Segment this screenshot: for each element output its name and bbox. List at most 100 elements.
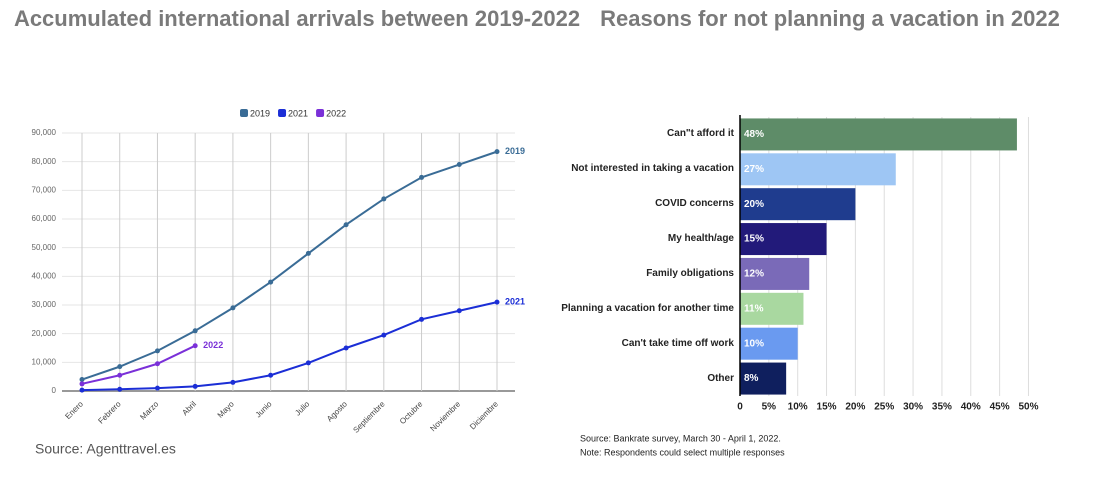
point bbox=[494, 149, 500, 155]
note: Source: Bankrate survey, March 30 - Apri… bbox=[580, 433, 781, 443]
legend-label: 2019 bbox=[250, 108, 270, 118]
point bbox=[79, 377, 85, 383]
value-label: 48% bbox=[744, 129, 764, 140]
series-end-label: 2022 bbox=[203, 340, 223, 350]
point bbox=[305, 250, 311, 256]
point bbox=[154, 348, 160, 354]
bar bbox=[740, 118, 1017, 151]
series-line bbox=[81, 150, 498, 381]
point bbox=[230, 305, 236, 311]
x-tick-label: 45% bbox=[990, 402, 1010, 413]
y-tick-label: 20,000 bbox=[32, 329, 57, 338]
x-tick-label: 5% bbox=[762, 402, 777, 413]
point bbox=[419, 316, 425, 322]
category-label: Family obligations bbox=[646, 267, 734, 279]
bar bbox=[740, 188, 856, 221]
category-label-text: Can"t afford it bbox=[667, 128, 734, 140]
category-label: COVID concerns bbox=[655, 198, 734, 210]
point bbox=[79, 381, 85, 387]
x-tick-label: 40% bbox=[961, 402, 981, 413]
y-tick-label: 80,000 bbox=[32, 157, 57, 166]
category-label-text: Other bbox=[707, 372, 734, 384]
y-tick-label: 0 bbox=[52, 386, 57, 395]
point bbox=[343, 345, 349, 351]
y-tick-label: 10,000 bbox=[32, 357, 57, 366]
note: Note: Respondents could select multiple … bbox=[580, 447, 785, 457]
bar bbox=[740, 257, 810, 290]
x-tick-label: 15% bbox=[817, 402, 837, 413]
point bbox=[230, 379, 236, 385]
x-tick-label: Febrero bbox=[96, 399, 123, 426]
value-label: 12% bbox=[744, 269, 764, 280]
point bbox=[381, 196, 387, 202]
legend-label: 2021 bbox=[288, 108, 308, 118]
category-label-text: Can't take time off work bbox=[621, 337, 734, 349]
bar bbox=[740, 223, 827, 256]
x-tick-label: 30% bbox=[903, 402, 923, 413]
x-tick-label: Junio bbox=[254, 399, 274, 419]
value-label: 20% bbox=[744, 199, 764, 210]
x-tick-label: Diciembre bbox=[468, 399, 500, 431]
category-label-text: My health/age bbox=[667, 233, 734, 245]
point bbox=[419, 174, 425, 180]
y-tick-label: 90,000 bbox=[32, 128, 57, 137]
y-tick-label: 60,000 bbox=[32, 214, 57, 223]
series-end-label: 2021 bbox=[505, 297, 525, 307]
category-label: Not interested in taking a vacation bbox=[571, 163, 734, 175]
x-tick-label: 10% bbox=[788, 402, 808, 413]
category-label: Can"t afford it bbox=[667, 128, 734, 140]
category-label: Other bbox=[707, 372, 734, 384]
category-label-text: Planning a vacation for another time bbox=[561, 302, 734, 314]
legend-swatch bbox=[316, 109, 325, 117]
value-label: 10% bbox=[744, 338, 764, 349]
category-label-text: Not interested in taking a vacation bbox=[571, 163, 734, 175]
x-tick-label: Mayo bbox=[216, 399, 237, 420]
point bbox=[456, 162, 462, 168]
bar bbox=[740, 292, 804, 325]
category-label: Can't take time off work bbox=[621, 337, 734, 349]
point bbox=[343, 222, 349, 228]
x-tick-label: 50% bbox=[1018, 402, 1038, 413]
point bbox=[117, 364, 123, 370]
value-label: 15% bbox=[744, 234, 764, 245]
x-tick-label: Octubre bbox=[398, 399, 425, 426]
x-tick-label: 35% bbox=[932, 402, 952, 413]
point bbox=[305, 360, 311, 366]
legend-label: 2022 bbox=[326, 108, 346, 118]
legend-swatch bbox=[240, 109, 248, 117]
point bbox=[268, 372, 274, 378]
category-label: My health/age bbox=[667, 233, 734, 245]
point bbox=[268, 279, 274, 285]
y-tick-label: 50,000 bbox=[32, 243, 57, 252]
point bbox=[192, 343, 198, 349]
point bbox=[117, 386, 123, 392]
series-line bbox=[81, 344, 196, 385]
x-tick-label: Abril bbox=[180, 399, 198, 417]
x-tick-label: 0 bbox=[737, 402, 743, 413]
x-tick-label: Agosto bbox=[325, 399, 349, 423]
x-tick-label: Noviembre bbox=[428, 399, 462, 433]
source: Source: Agenttravel.es bbox=[35, 441, 176, 457]
chart-title: Reasons for not planning a vacation in 2… bbox=[600, 6, 1060, 31]
series-line bbox=[81, 301, 498, 392]
bar bbox=[740, 327, 798, 360]
x-tick-label: Enero bbox=[63, 399, 85, 421]
x-tick-label: Marzo bbox=[138, 399, 160, 421]
bar bbox=[740, 362, 787, 395]
y-tick-label: 70,000 bbox=[32, 185, 57, 194]
category-label-text: Family obligations bbox=[646, 267, 734, 279]
x-tick-label: Julio bbox=[293, 399, 311, 417]
point bbox=[192, 328, 198, 334]
point bbox=[154, 385, 160, 391]
category-label-text: COVID concerns bbox=[655, 198, 734, 210]
value-label: 11% bbox=[744, 303, 764, 314]
point bbox=[494, 299, 500, 305]
y-tick-label: 40,000 bbox=[32, 271, 57, 280]
x-tick-label: 25% bbox=[874, 402, 894, 413]
value-label: 8% bbox=[744, 373, 759, 384]
series-end-label: 2019 bbox=[505, 146, 525, 156]
bar bbox=[740, 153, 896, 186]
x-tick-label: 20% bbox=[845, 402, 865, 413]
value-label: 27% bbox=[744, 164, 764, 175]
